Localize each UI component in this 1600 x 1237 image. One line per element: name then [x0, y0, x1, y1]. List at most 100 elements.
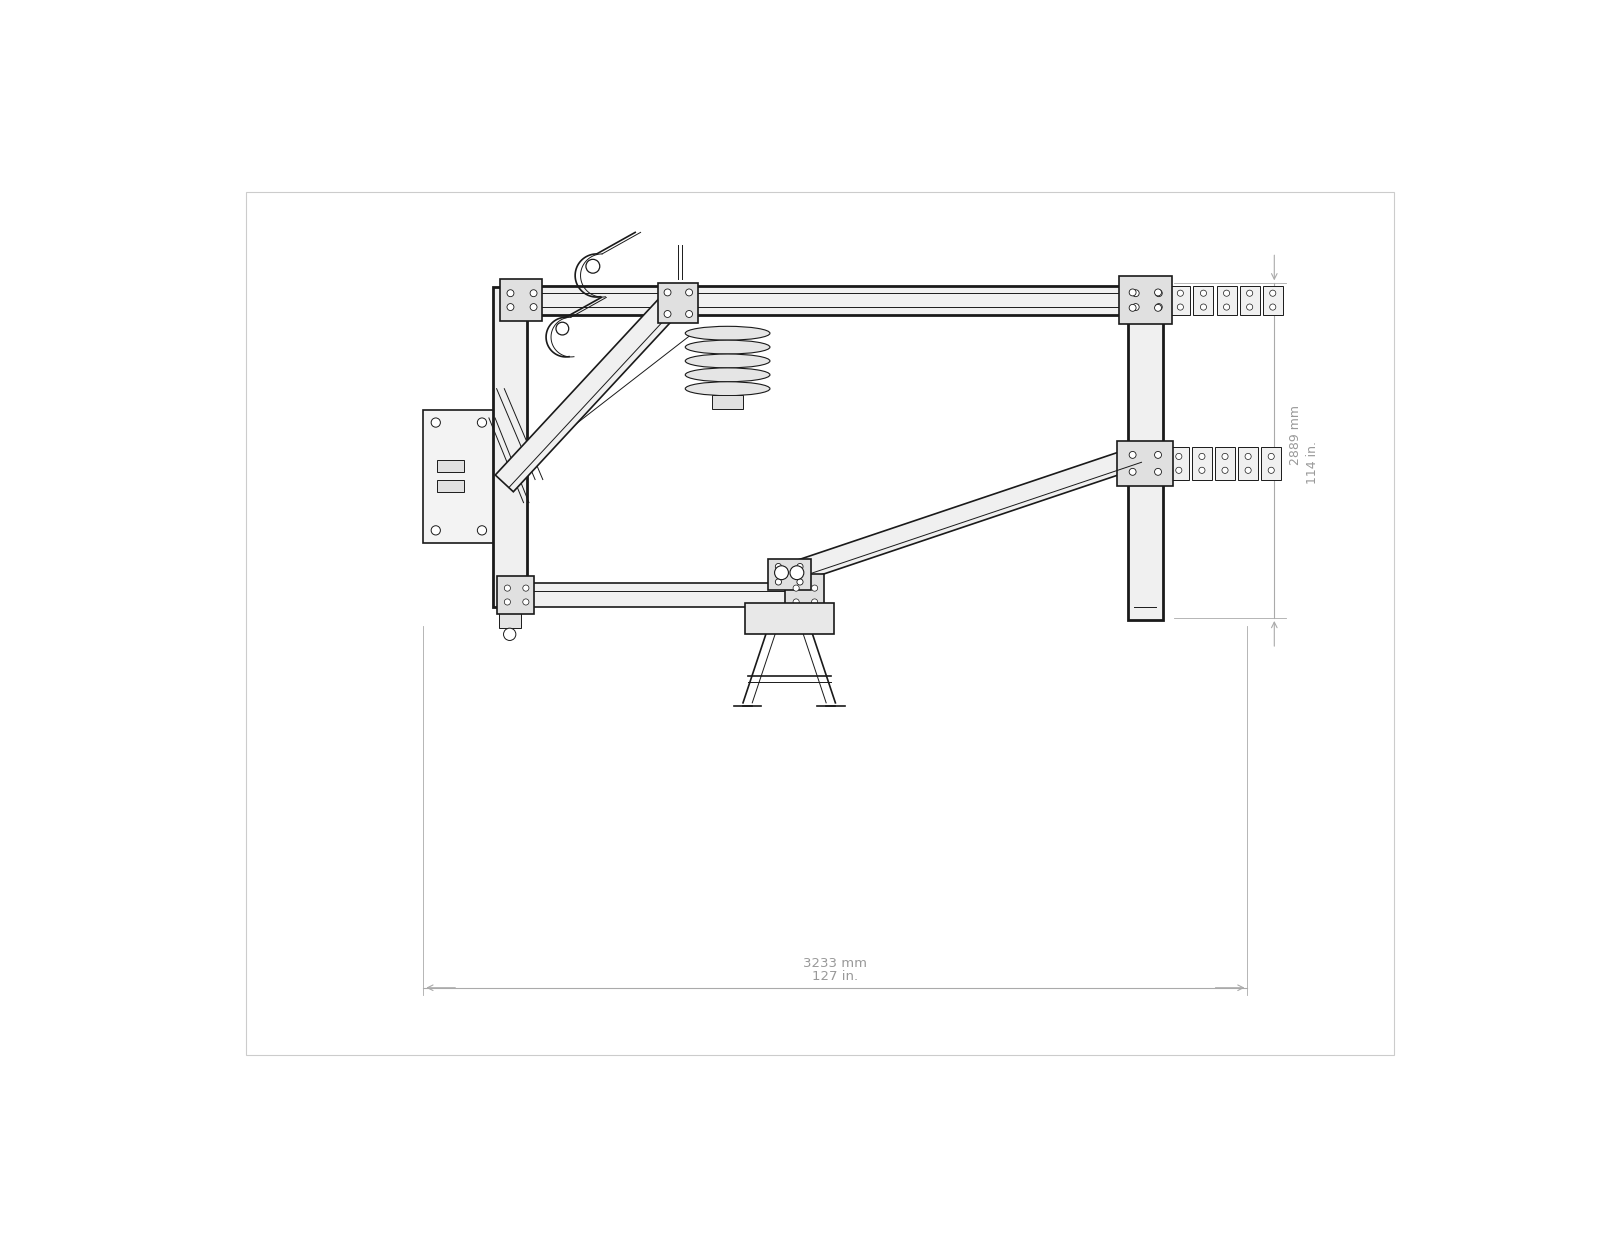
- Bar: [1128, 278, 1170, 323]
- Circle shape: [811, 599, 818, 605]
- Circle shape: [1130, 469, 1136, 475]
- Circle shape: [1155, 304, 1162, 312]
- Circle shape: [1155, 303, 1162, 310]
- Polygon shape: [496, 294, 682, 492]
- Circle shape: [1222, 453, 1229, 459]
- Bar: [496, 575, 533, 615]
- Circle shape: [1222, 468, 1229, 474]
- Circle shape: [1155, 289, 1162, 297]
- Ellipse shape: [685, 327, 770, 340]
- Text: 114 in.: 114 in.: [1306, 440, 1320, 484]
- Circle shape: [1155, 289, 1162, 296]
- Bar: [1117, 442, 1173, 486]
- Bar: [499, 606, 522, 628]
- Bar: [504, 584, 794, 606]
- Circle shape: [1155, 469, 1162, 475]
- Circle shape: [776, 579, 781, 585]
- Circle shape: [477, 418, 486, 427]
- Ellipse shape: [685, 382, 770, 396]
- Circle shape: [555, 322, 568, 335]
- Circle shape: [1155, 452, 1162, 459]
- Bar: [786, 574, 824, 616]
- Circle shape: [1178, 304, 1184, 310]
- Circle shape: [797, 579, 803, 585]
- Bar: [493, 287, 528, 606]
- Bar: [1118, 276, 1171, 324]
- Ellipse shape: [685, 340, 770, 354]
- Bar: [1261, 448, 1282, 480]
- Text: 127 in.: 127 in.: [813, 970, 859, 982]
- Circle shape: [776, 564, 781, 569]
- Bar: [746, 602, 834, 633]
- Circle shape: [430, 418, 440, 427]
- Bar: [437, 459, 464, 471]
- Bar: [1192, 448, 1211, 480]
- Bar: [437, 480, 464, 492]
- Circle shape: [523, 585, 530, 591]
- Bar: [506, 286, 1163, 314]
- Polygon shape: [786, 447, 1142, 584]
- Bar: [1170, 448, 1189, 480]
- Circle shape: [507, 289, 514, 297]
- Circle shape: [430, 526, 440, 534]
- Bar: [1262, 286, 1283, 314]
- Circle shape: [1130, 452, 1136, 459]
- Circle shape: [1198, 453, 1205, 459]
- Circle shape: [774, 565, 789, 580]
- Ellipse shape: [685, 367, 770, 382]
- Circle shape: [1130, 304, 1136, 312]
- Circle shape: [1224, 291, 1230, 297]
- Text: 2889 mm: 2889 mm: [1290, 406, 1302, 465]
- Circle shape: [1246, 304, 1253, 310]
- Circle shape: [1245, 453, 1251, 459]
- Circle shape: [1133, 303, 1139, 310]
- Circle shape: [1198, 468, 1205, 474]
- Bar: [1170, 286, 1190, 314]
- Bar: [424, 411, 494, 543]
- Circle shape: [1176, 468, 1182, 474]
- Circle shape: [504, 585, 510, 591]
- Circle shape: [1178, 291, 1184, 297]
- Bar: [712, 395, 742, 408]
- Circle shape: [1269, 468, 1274, 474]
- Circle shape: [507, 303, 514, 310]
- Text: 3233 mm: 3233 mm: [803, 956, 867, 970]
- Circle shape: [504, 599, 510, 605]
- Circle shape: [1270, 291, 1275, 297]
- Circle shape: [686, 289, 693, 296]
- Circle shape: [794, 599, 800, 605]
- Bar: [1194, 286, 1213, 314]
- Bar: [1216, 286, 1237, 314]
- Circle shape: [1224, 304, 1230, 310]
- Bar: [499, 280, 542, 320]
- Bar: [768, 559, 811, 590]
- Bar: [1128, 286, 1163, 621]
- Bar: [658, 283, 698, 323]
- Circle shape: [664, 289, 670, 296]
- Circle shape: [523, 599, 530, 605]
- Circle shape: [1200, 291, 1206, 297]
- Bar: [1214, 448, 1235, 480]
- Circle shape: [1133, 289, 1139, 297]
- Circle shape: [797, 564, 803, 569]
- Circle shape: [1176, 453, 1182, 459]
- Circle shape: [1269, 453, 1274, 459]
- Circle shape: [790, 565, 803, 580]
- Circle shape: [686, 310, 693, 318]
- Bar: [1240, 286, 1259, 314]
- Bar: [1238, 448, 1258, 480]
- Circle shape: [530, 303, 538, 310]
- Circle shape: [1200, 304, 1206, 310]
- Circle shape: [794, 585, 800, 591]
- Circle shape: [477, 526, 486, 534]
- Circle shape: [1245, 468, 1251, 474]
- Circle shape: [1270, 304, 1275, 310]
- Ellipse shape: [685, 354, 770, 367]
- Circle shape: [664, 310, 670, 318]
- Circle shape: [811, 585, 818, 591]
- Circle shape: [530, 289, 538, 297]
- Circle shape: [1130, 289, 1136, 296]
- Circle shape: [586, 260, 600, 273]
- Circle shape: [504, 628, 515, 641]
- Circle shape: [1246, 291, 1253, 297]
